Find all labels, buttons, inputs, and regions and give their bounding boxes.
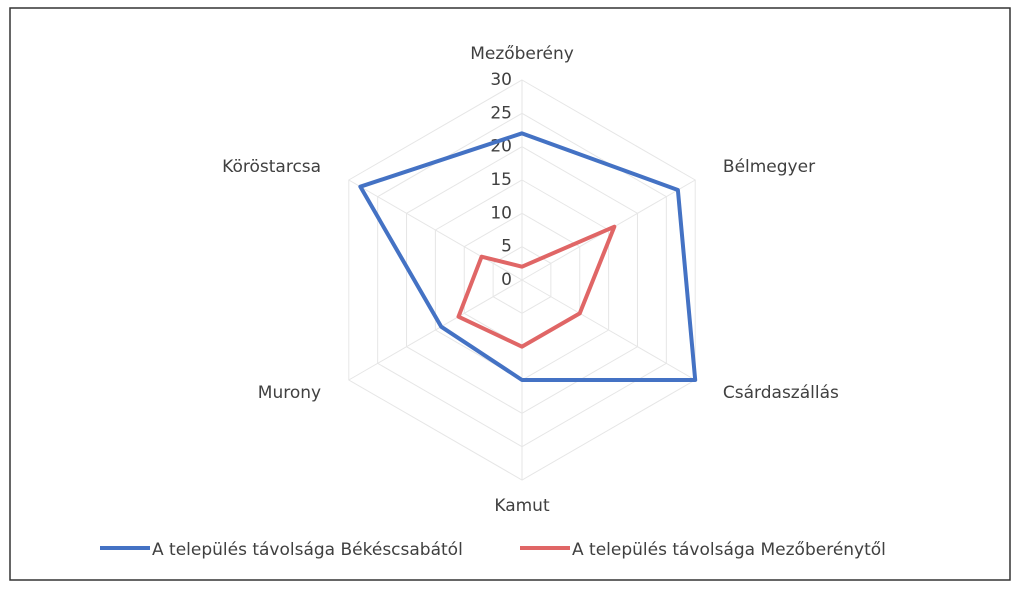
axis-label: Mezőberény: [470, 44, 574, 64]
axis-label: Bélmegyer: [723, 157, 815, 177]
series-line: [456, 224, 617, 349]
spoke: [521, 279, 696, 381]
axis-label: Köröstarcsa: [222, 157, 321, 177]
axis-label: Kamut: [494, 496, 550, 516]
chart-border: [9, 7, 1011, 581]
spoke: [348, 179, 523, 281]
tick-label: 25: [490, 103, 512, 123]
tick-label: 0: [501, 270, 512, 290]
tick-label: 15: [490, 170, 512, 190]
series-line: [358, 131, 698, 382]
axis-label: Csárdaszállás: [723, 383, 839, 403]
legend-label: A település távolsága Mezőberénytől: [572, 540, 886, 560]
tick-label: 5: [501, 237, 512, 257]
axis-label: Murony: [258, 383, 321, 403]
legend-label: A település távolsága Békéscsabától: [152, 540, 463, 560]
spoke: [348, 279, 523, 381]
tick-label: 10: [490, 203, 512, 223]
tick-label: 30: [490, 70, 512, 90]
